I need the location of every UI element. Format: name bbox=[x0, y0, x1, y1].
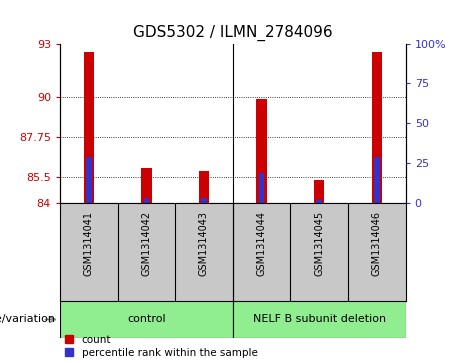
Bar bbox=[141, 168, 152, 203]
Title: GDS5302 / ILMN_2784096: GDS5302 / ILMN_2784096 bbox=[133, 25, 333, 41]
Bar bbox=[372, 52, 382, 203]
Bar bbox=[86, 157, 92, 203]
Bar bbox=[316, 200, 322, 203]
Bar bbox=[201, 198, 207, 203]
Legend: count, percentile rank within the sample: count, percentile rank within the sample bbox=[65, 335, 258, 358]
Text: control: control bbox=[127, 314, 165, 325]
Bar bbox=[374, 157, 380, 203]
Text: GSM1314046: GSM1314046 bbox=[372, 211, 382, 276]
Text: GSM1314042: GSM1314042 bbox=[142, 211, 151, 276]
Bar bbox=[60, 301, 233, 338]
Bar bbox=[143, 198, 149, 203]
Bar bbox=[314, 180, 325, 203]
Bar bbox=[83, 52, 94, 203]
Text: GSM1314044: GSM1314044 bbox=[257, 211, 266, 276]
Text: GSM1314041: GSM1314041 bbox=[84, 211, 94, 276]
Bar bbox=[199, 171, 209, 203]
Text: NELF B subunit deletion: NELF B subunit deletion bbox=[253, 314, 386, 325]
Text: genotype/variation: genotype/variation bbox=[0, 314, 55, 325]
Bar bbox=[256, 99, 267, 203]
Text: GSM1314043: GSM1314043 bbox=[199, 211, 209, 276]
Text: GSM1314045: GSM1314045 bbox=[314, 211, 324, 276]
Bar bbox=[259, 173, 265, 203]
Bar bbox=[233, 301, 406, 338]
